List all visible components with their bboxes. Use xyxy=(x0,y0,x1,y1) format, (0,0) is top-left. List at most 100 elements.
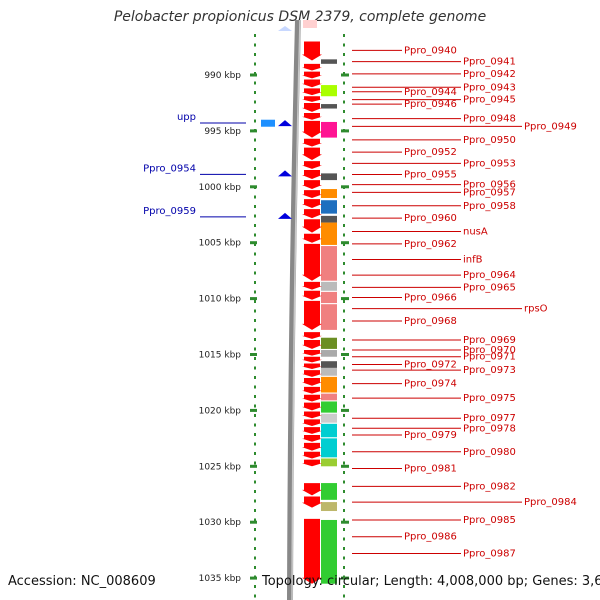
feature-block xyxy=(321,483,337,500)
forward-gene-arrow xyxy=(302,290,322,300)
left-gene-labels: upp Ppro_0954 Ppro_0959 xyxy=(143,112,246,218)
ruler-dot xyxy=(254,233,256,237)
genome-summary-text: Topology: circular; Length: 4,008,000 bp… xyxy=(262,574,600,589)
feature-block xyxy=(321,215,337,223)
forward-gene-arrow xyxy=(302,281,322,290)
forward-gene-arrow xyxy=(302,170,322,179)
ruler-dot xyxy=(343,233,345,237)
feature-block xyxy=(321,200,337,214)
reverse-gene-arrow xyxy=(278,170,292,177)
forward-gene-arrow xyxy=(302,377,322,386)
forward-gene-arrow xyxy=(302,350,322,356)
scale-tick-mark-right xyxy=(341,297,349,301)
ruler-dot xyxy=(254,148,256,151)
scale-tick-label: 1015 kbp xyxy=(199,351,242,361)
scale-tick-mark-right xyxy=(341,520,349,524)
forward-gene-arrow xyxy=(302,41,322,61)
ruler-dot xyxy=(343,585,345,588)
ruler-dot xyxy=(343,319,345,322)
ruler-dot xyxy=(254,414,256,417)
forward-gene-arrow xyxy=(302,190,322,198)
forward-gene-arrow xyxy=(302,434,322,442)
right-gene-label: Ppro_0946 xyxy=(404,99,457,110)
forward-gene-arrow xyxy=(302,496,322,508)
forward-gene-arrow xyxy=(302,459,322,467)
right-gene-label: Ppro_0982 xyxy=(463,481,516,492)
reverse-genes xyxy=(261,119,292,219)
scale-tick-mark xyxy=(250,408,257,412)
ruler-dot xyxy=(254,224,256,227)
right-gene-label: Ppro_0984 xyxy=(524,497,577,508)
ruler-dot xyxy=(254,252,256,256)
right-gene-label: Ppro_0964 xyxy=(463,270,516,281)
reverse-gene-arrow xyxy=(278,120,292,127)
ruler-dot xyxy=(343,357,345,360)
feature-block xyxy=(321,350,337,357)
ruler-dot xyxy=(254,338,256,341)
ruler-dot xyxy=(254,290,256,294)
forward-gene-arrow xyxy=(302,243,322,281)
scale-tick-mark xyxy=(250,185,257,189)
ruler-dot xyxy=(254,528,256,531)
ruler-dot xyxy=(343,309,345,313)
right-gene-label: Ppro_0942 xyxy=(463,69,516,80)
feature-block xyxy=(321,173,337,181)
right-gene-label: Ppro_0945 xyxy=(463,95,516,106)
feature-block xyxy=(321,361,337,368)
ruler-dot xyxy=(254,433,256,436)
ruler-dot xyxy=(254,471,256,474)
ruler-dot xyxy=(254,119,256,123)
ruler-dot xyxy=(254,195,256,199)
right-gene-label: Ppro_0941 xyxy=(463,57,516,68)
right-gene-label: Ppro_0960 xyxy=(404,213,457,224)
feature-block xyxy=(321,104,337,109)
forward-gene-arrow xyxy=(302,419,322,427)
scale-tick-mark-right xyxy=(341,464,349,468)
scale-tick-mark xyxy=(250,576,257,580)
feature-block xyxy=(321,376,337,393)
ruler-dot xyxy=(254,452,256,455)
ruler-dot xyxy=(254,357,256,360)
right-gene-label: Ppro_0950 xyxy=(463,135,516,146)
ruler-dot xyxy=(254,328,256,332)
ruler-dot xyxy=(343,176,345,180)
scale-tick-mark xyxy=(250,297,257,301)
ruler-dot xyxy=(254,556,256,560)
feature-block xyxy=(321,519,337,584)
forward-genes xyxy=(302,41,322,584)
feature-blocks xyxy=(321,59,337,584)
ruler-dot xyxy=(254,43,256,47)
right-gene-label: Ppro_0979 xyxy=(404,430,457,441)
ruler-dot xyxy=(343,262,345,265)
forward-gene-arrow xyxy=(302,233,322,243)
scale-tick-label: 1010 kbp xyxy=(199,295,242,305)
ruler-dot xyxy=(343,328,345,332)
ruler-dot xyxy=(254,423,256,427)
scale-tick-mark-right xyxy=(341,576,349,580)
ruler-dot xyxy=(343,442,345,446)
ruler-dot xyxy=(254,81,256,85)
ruler-dot xyxy=(254,319,256,322)
ruler-dot xyxy=(254,404,256,408)
ruler-dot xyxy=(254,518,256,522)
right-gene-label: Ppro_0948 xyxy=(463,114,516,125)
right-dotted-ruler xyxy=(341,34,349,598)
ruler-dot xyxy=(343,461,345,465)
ruler-dot xyxy=(343,385,345,389)
right-gene-label: Ppro_0957 xyxy=(463,187,516,198)
ruler-dot xyxy=(254,395,256,398)
scale-tick-label: 1030 kbp xyxy=(199,518,242,528)
right-gene-label: Ppro_0980 xyxy=(463,447,516,458)
right-gene-label: Ppro_0986 xyxy=(404,532,457,543)
ruler-dot xyxy=(343,271,345,275)
feature-block xyxy=(321,59,337,64)
ruler-dot xyxy=(254,585,256,588)
scale-tick-mark-right xyxy=(341,73,349,77)
ruler-dot xyxy=(343,138,345,142)
ruler-dot xyxy=(254,499,256,503)
forward-gene-arrow xyxy=(302,79,322,88)
forward-gene-arrow xyxy=(302,209,322,219)
forward-gene-arrow xyxy=(302,339,322,349)
ruler-dot xyxy=(343,347,345,351)
